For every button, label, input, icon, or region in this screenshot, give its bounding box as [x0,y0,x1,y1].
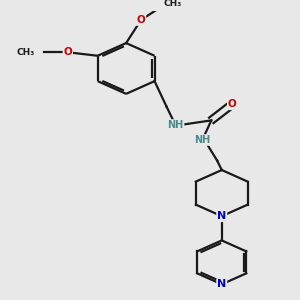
Text: CH₃: CH₃ [164,0,182,8]
Text: O: O [228,99,237,109]
Text: N: N [217,279,226,289]
Text: NH: NH [167,120,184,130]
Text: O: O [63,47,72,57]
Text: N: N [217,211,226,221]
Text: O: O [137,15,146,25]
Text: NH: NH [194,135,211,145]
Text: CH₃: CH₃ [17,48,35,57]
